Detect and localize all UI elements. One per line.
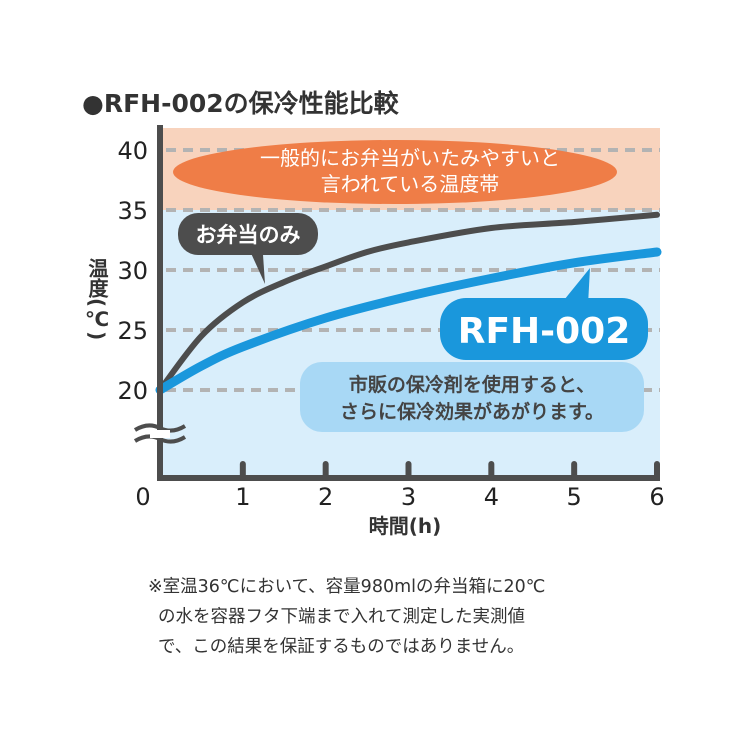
x-tick-label: 3 (401, 483, 416, 511)
y-tick-label: 35 (117, 197, 148, 225)
series-line-1 (155, 247, 662, 395)
x-tick-label: 0 (135, 483, 150, 511)
danger-band-label: 言われている温度帯 (321, 172, 499, 196)
annotation-text: 市販の保冷剤を使用すると、 (349, 373, 595, 396)
series-label-bubble (440, 298, 648, 360)
series-line-0 (157, 211, 660, 393)
y-tick-label: 20 (117, 377, 148, 405)
x-tick-label: 2 (318, 483, 333, 511)
axis-break-mark (133, 423, 187, 433)
x-tick-label: 6 (649, 483, 664, 511)
footnote-line: で、この結果を保証するものではありません。 (158, 637, 525, 657)
y-tick-label: 40 (117, 137, 148, 165)
chart-title: ●RFH-002の保冷性能比較 (82, 89, 400, 118)
series-label: RFH-002 (458, 311, 631, 352)
y-axis-label: 温度(℃) (85, 257, 109, 341)
y-tick-label: 25 (117, 317, 148, 345)
danger-band-label-bubble (173, 140, 617, 204)
footnote-line: ※室温36℃において、容量980mlの弁当箱に20℃ (148, 577, 546, 597)
footnote: ※室温36℃において、容量980mlの弁当箱に20℃ の水を容器フタ下端まで入れ… (148, 572, 708, 662)
axis-break-mark (133, 434, 187, 444)
series-label: お弁当のみ (196, 223, 301, 247)
x-tick-label: 1 (235, 483, 250, 511)
x-tick-label: 5 (567, 483, 582, 511)
danger-band-label: 一般的にお弁当がいたみやすいと (260, 146, 560, 170)
annotation-text: さらに保冷効果があがります。 (340, 400, 604, 423)
footnote-line: の水を容器フタ下端まで入れて測定した実測値 (158, 607, 525, 627)
x-tick-label: 4 (484, 483, 499, 511)
x-axis-label: 時間(h) (369, 514, 442, 538)
y-tick-label: 30 (117, 257, 148, 285)
series-label-bubble (178, 213, 318, 255)
annotation-bubble (300, 362, 644, 432)
axis-break-gap (150, 430, 170, 438)
series-label-pointer (560, 268, 590, 305)
